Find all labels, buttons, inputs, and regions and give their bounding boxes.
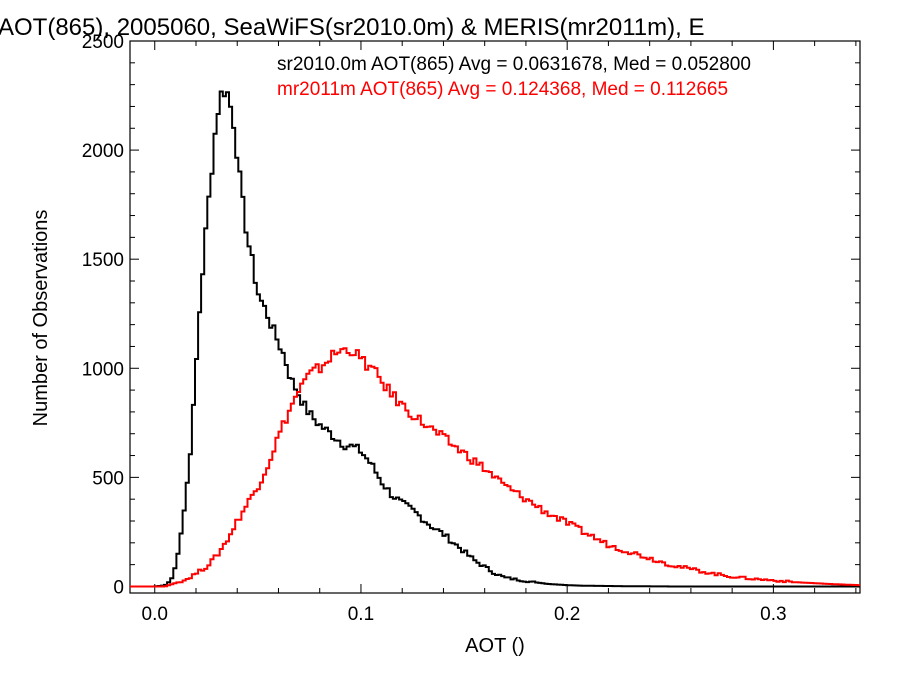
annotation-sr2010: sr2010.0m AOT(865) Avg = 0.0631678, Med … [277,54,751,75]
series-group [130,90,860,588]
axis-ticks: 0.0 0.1 0.2 0.3 0 500 1000 1500 2000 2500 [82,32,860,625]
annotation-mr2011m: mr2011m AOT(865) Avg = 0.124368, Med = 0… [277,79,728,100]
x-tick-label: 0.1 [348,604,374,625]
y-tick-label: 2500 [82,32,124,53]
series-line-0 [130,90,860,588]
x-axis-label: AOT () [465,635,525,657]
plot-frame [129,40,861,594]
y-tick-label: 1000 [82,359,124,380]
x-tick-label: 0.2 [554,604,580,625]
x-tick-label: 0.0 [142,604,168,625]
y-tick-label: 500 [92,468,124,489]
series-line-1 [130,347,860,588]
x-tick-label: 0.3 [760,604,786,625]
chart-title: AOT(865), 2005060, SeaWiFS(sr2010.0m) & … [0,14,704,41]
y-tick-label: 2000 [82,141,124,162]
y-tick-label: 0 [113,577,124,598]
y-axis-label: Number of Observations [30,210,52,427]
y-tick-label: 1500 [82,250,124,271]
plot-frame-group [129,40,861,594]
